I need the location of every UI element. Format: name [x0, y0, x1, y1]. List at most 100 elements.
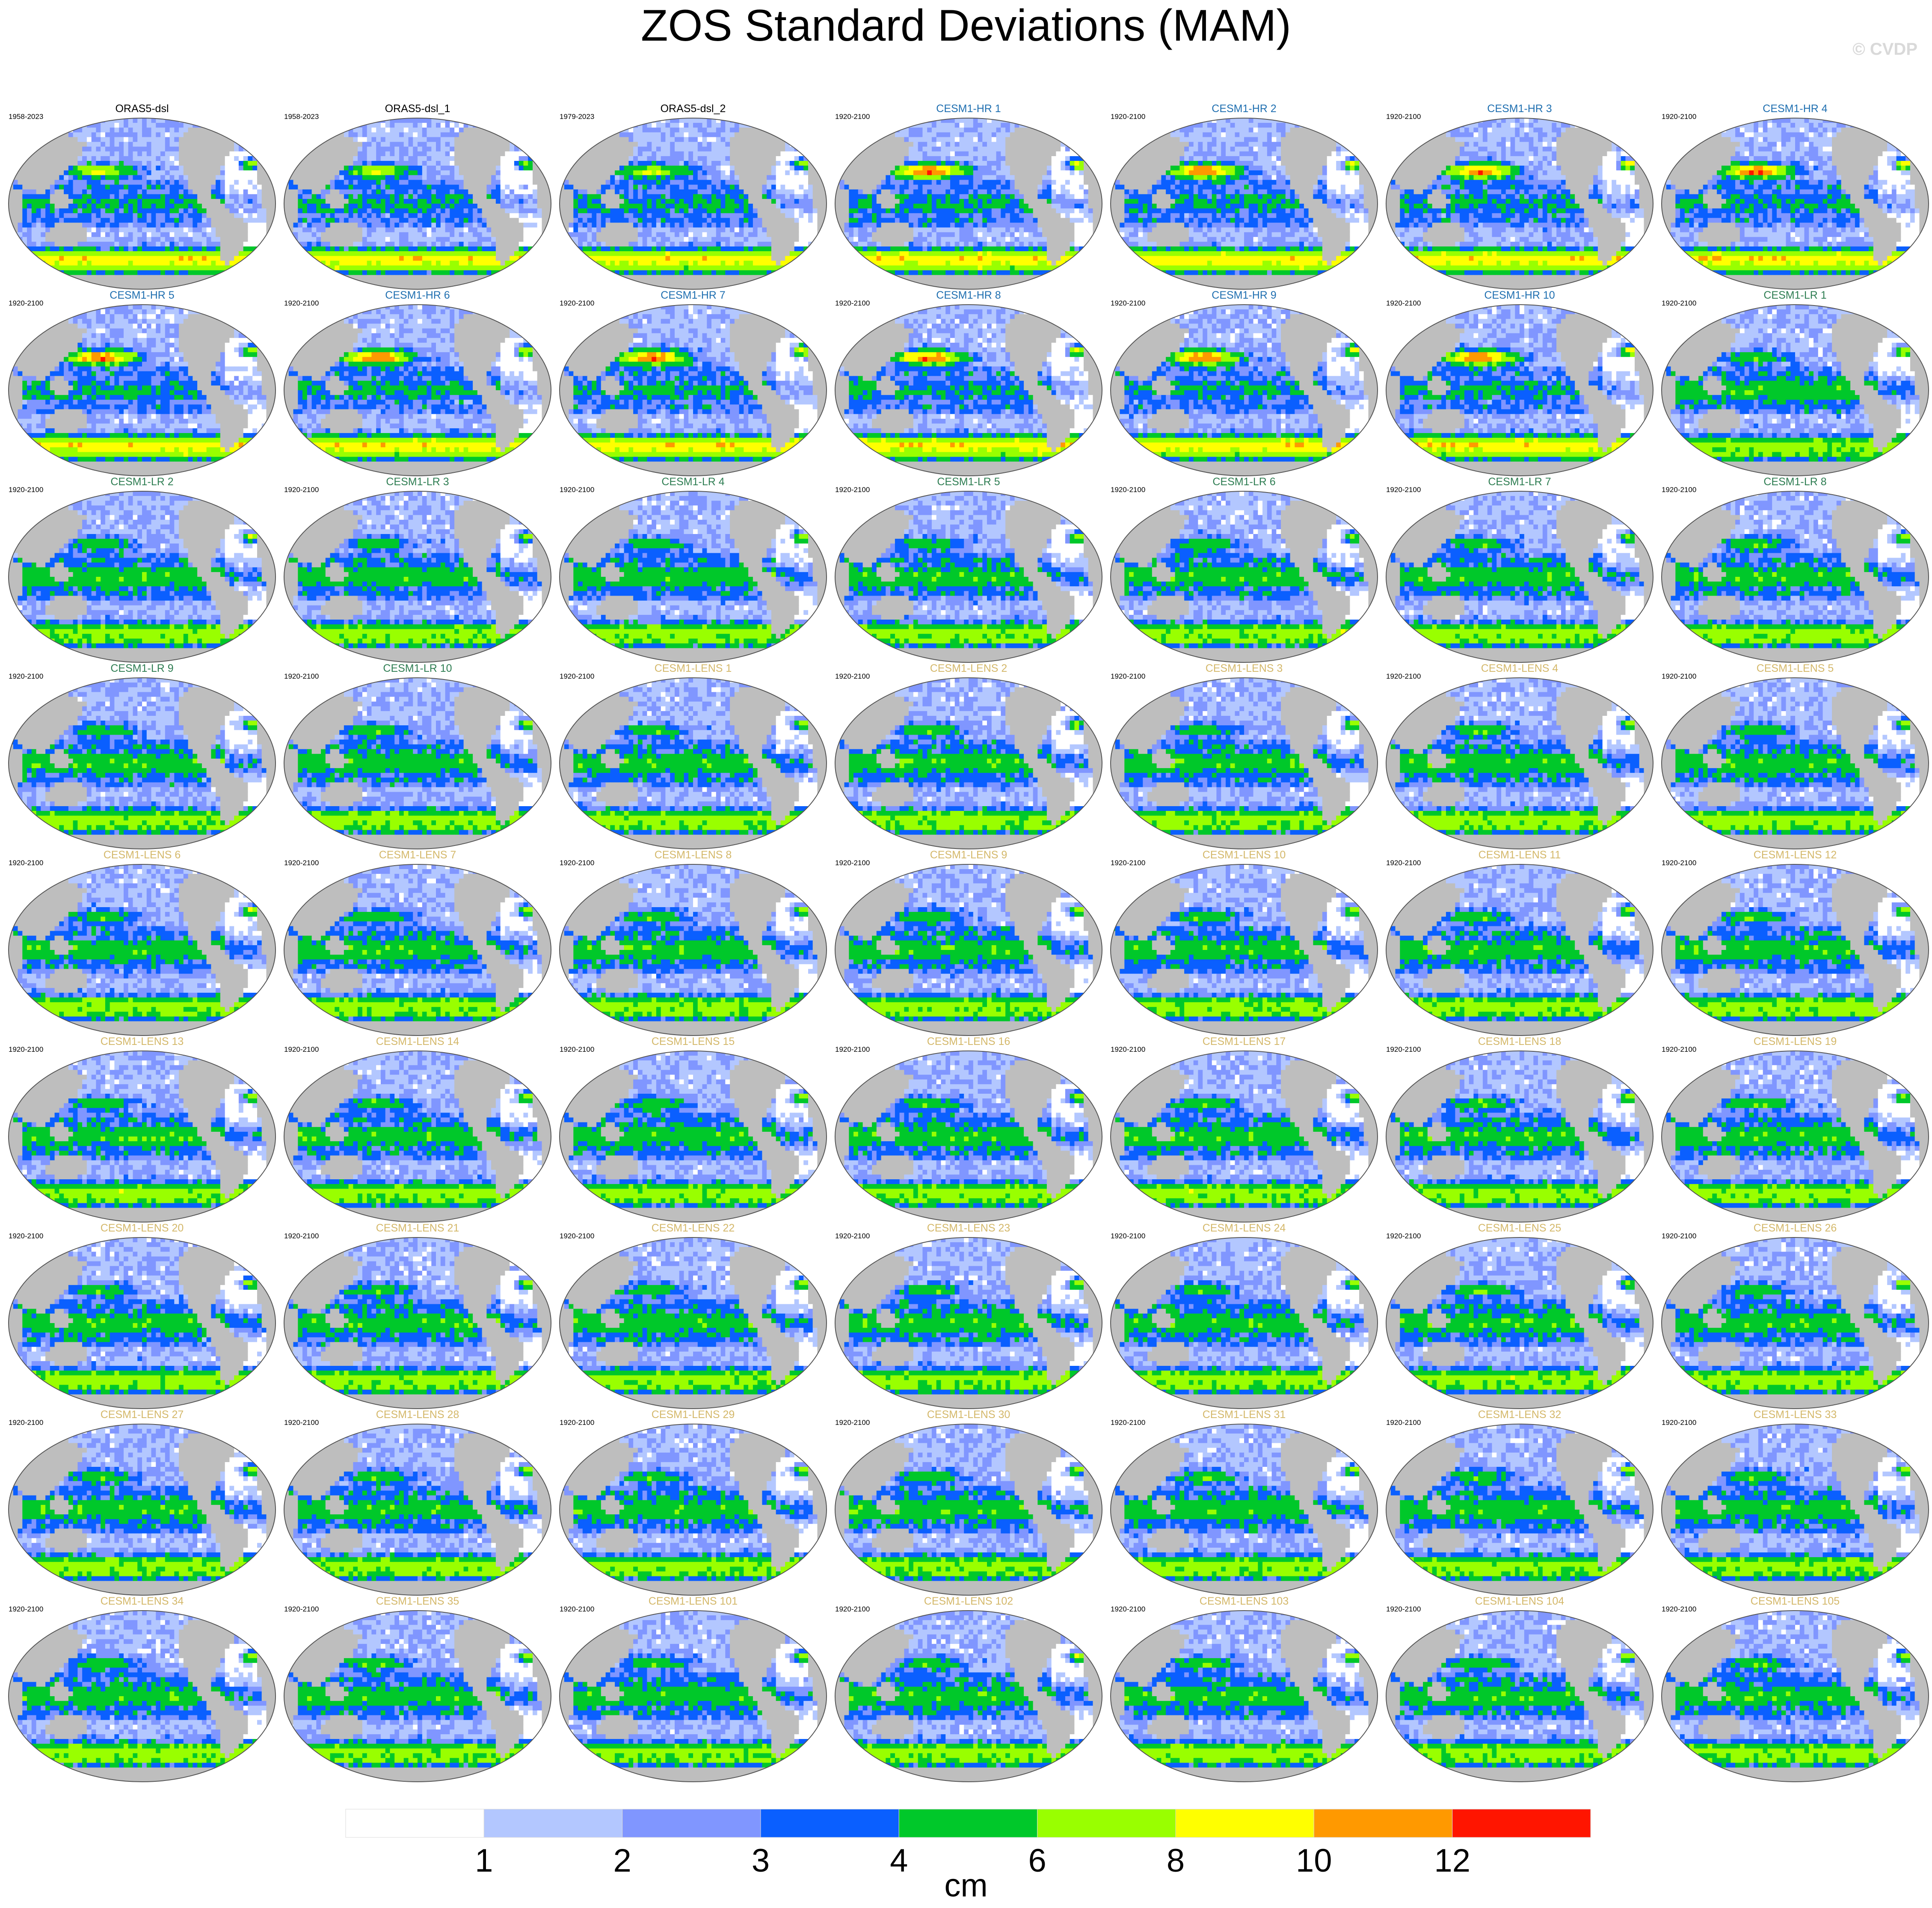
panel-title: CESM1-HR 3	[1487, 103, 1552, 115]
panel-period: 1958-2023	[284, 113, 319, 121]
panel-period: 1920-2100	[1662, 672, 1696, 680]
panel-period: 1920-2100	[1111, 1605, 1145, 1613]
panel-period: 1920-2100	[9, 672, 43, 680]
colorbar-tick-label: 10	[1296, 1843, 1332, 1879]
panel-title: CESM1-HR 4	[1763, 103, 1828, 115]
colorbar-units-label: cm	[944, 1867, 987, 1904]
panel-title: CESM1-LR 1	[1763, 289, 1826, 301]
panel-title: CESM1-HR 7	[661, 289, 725, 301]
panel-period: 1920-2100	[1111, 299, 1145, 307]
panel-title: CESM1-LENS 9	[930, 849, 1007, 861]
panel-period: 1979-2023	[560, 113, 594, 121]
panel-period: 1920-2100	[835, 1605, 870, 1613]
panel-period: 1920-2100	[560, 1045, 594, 1053]
zos-field	[9, 1237, 276, 1409]
panel-period: 1920-2100	[1386, 1045, 1421, 1053]
colorbar-tick-label: 1	[475, 1843, 493, 1879]
panel-title: CESM1-LENS 18	[1478, 1036, 1562, 1047]
zos-field	[1111, 1051, 1378, 1223]
zos-field	[284, 1051, 551, 1223]
panel-title: CESM1-LENS 32	[1478, 1409, 1562, 1421]
panel-title: CESM1-LENS 17	[1203, 1036, 1286, 1047]
colorbar-tick-label: 3	[752, 1843, 770, 1879]
panel-period: 1920-2100	[560, 1232, 594, 1240]
panel-period: 1920-2100	[1111, 672, 1145, 680]
zos-field	[1662, 305, 1929, 476]
colorbar-swatch	[1037, 1809, 1176, 1837]
zos-field	[1111, 491, 1378, 663]
panel-title: CESM1-LENS 1	[655, 662, 732, 674]
zos-field	[1386, 864, 1653, 1036]
zos-field	[835, 305, 1102, 476]
panel-title: CESM1-LR 7	[1488, 476, 1551, 488]
zos-field	[835, 1237, 1102, 1409]
panel-period: 1920-2100	[560, 486, 594, 494]
panel-title: CESM1-LENS 102	[924, 1595, 1013, 1607]
zos-field	[560, 118, 827, 290]
zos-field	[1111, 678, 1378, 849]
panel-period: 1920-2100	[1386, 299, 1421, 307]
zos-field	[560, 1424, 827, 1596]
zos-field	[835, 1051, 1102, 1223]
panel-title: CESM1-LENS 28	[376, 1409, 459, 1421]
panel-title: CESM1-LENS 14	[376, 1036, 459, 1047]
zos-field	[284, 864, 551, 1036]
zos-field	[9, 118, 276, 290]
zos-field	[9, 1051, 276, 1223]
panel-title: CESM1-LR 5	[937, 476, 1000, 488]
panel-period: 1920-2100	[1662, 486, 1696, 494]
zos-field	[560, 864, 827, 1036]
panel-title: CESM1-LENS 22	[652, 1222, 735, 1234]
panel-title: CESM1-HR 10	[1484, 289, 1555, 301]
panel-period: 1920-2100	[9, 1605, 43, 1613]
chart-title: ZOS Standard Deviations (MAM)	[641, 1, 1291, 50]
colorbar-swatch	[346, 1809, 484, 1837]
colorbar-swatch	[1176, 1809, 1314, 1837]
colorbar-swatch	[622, 1809, 761, 1837]
zos-field	[1662, 1237, 1929, 1409]
panel-period: 1920-2100	[1111, 859, 1145, 867]
colorbar-tick-label: 6	[1028, 1843, 1046, 1879]
zos-field	[1662, 864, 1929, 1036]
panel-title: CESM1-LENS 35	[376, 1595, 459, 1607]
panel-title: CESM1-LENS 19	[1754, 1036, 1837, 1047]
panel-title: CESM1-LENS 2	[930, 662, 1007, 674]
panel-title: ORAS5-dsl_1	[385, 103, 450, 115]
panel-title: CESM1-HR 1	[936, 103, 1001, 115]
panel-period: 1958-2023	[9, 113, 43, 121]
panel-period: 1920-2100	[9, 1418, 43, 1427]
zos-field	[284, 491, 551, 663]
zos-field	[284, 118, 551, 290]
panel-period: 1920-2100	[1386, 672, 1421, 680]
panel-period: 1920-2100	[284, 299, 319, 307]
colorbar-swatch	[1314, 1809, 1452, 1837]
panel-period: 1920-2100	[1111, 486, 1145, 494]
panel-period: 1920-2100	[1386, 1418, 1421, 1427]
panel-period: 1920-2100	[284, 672, 319, 680]
